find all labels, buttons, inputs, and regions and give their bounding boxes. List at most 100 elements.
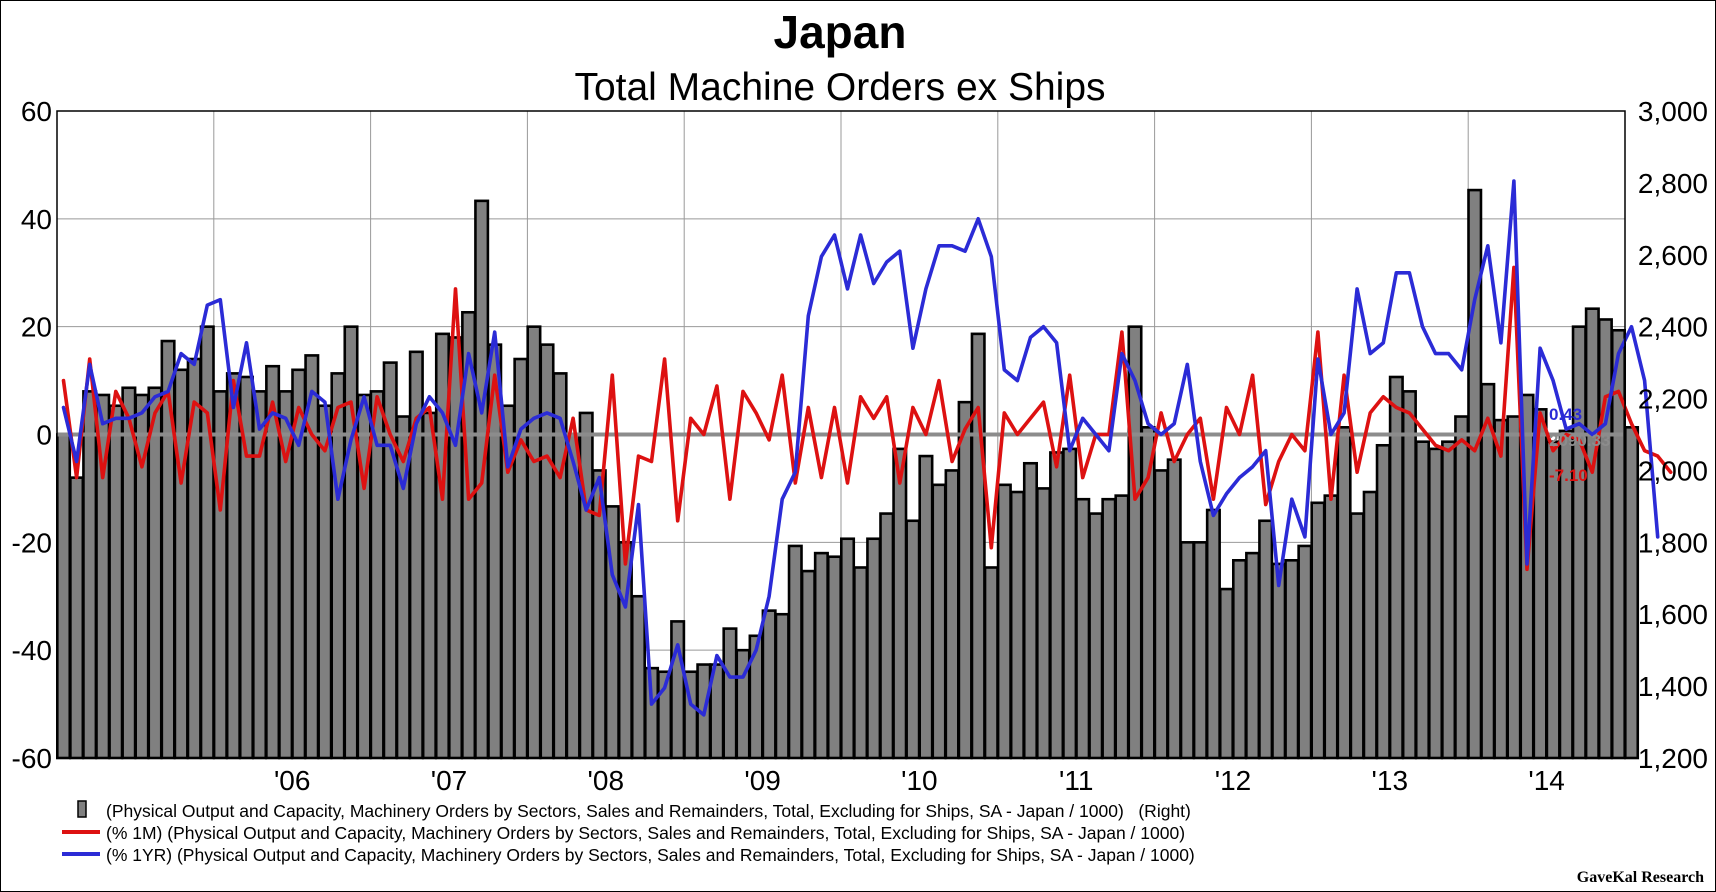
last-value-1m: -7.10: [1549, 466, 1588, 485]
bar: [892, 447, 908, 760]
left-axis-labels: 60 40 20 0 -20 -40 -60: [12, 96, 52, 774]
bar: [774, 612, 790, 760]
bar: [1009, 490, 1025, 760]
bar: [879, 512, 895, 760]
bar: [839, 537, 856, 760]
x-axis-labels: '06 '07 '08 '09 '10 '11 '12 '13 '14: [274, 765, 1565, 796]
bar: [1166, 458, 1182, 760]
bar: [800, 569, 816, 760]
bar: [1584, 307, 1600, 760]
legend-item-1yr: (% 1YR) (Physical Output and Capacity, M…: [106, 845, 1195, 865]
bar: [787, 544, 803, 760]
bar: [1062, 447, 1078, 760]
x-tick-label-6: '12: [1215, 765, 1252, 796]
bar: [1022, 461, 1038, 760]
bar: [905, 519, 921, 760]
legend-item-1m: (% 1M) (Physical Output and Capacity, Ma…: [106, 823, 1185, 843]
bar: [147, 386, 163, 760]
bar: [1036, 487, 1052, 760]
bar: [853, 566, 869, 760]
series-1m-line: [61, 265, 1673, 572]
bar: [513, 357, 529, 760]
bar: [252, 390, 268, 760]
bar: [1049, 451, 1065, 760]
bar: [1349, 512, 1365, 760]
bar: [1441, 440, 1457, 760]
right-tick-label-8: 1,400: [1638, 671, 1708, 702]
bar: [55, 433, 72, 760]
bar: [1258, 519, 1274, 760]
left-tick-label-3: 0: [36, 420, 52, 451]
bar: [670, 620, 686, 760]
bar: [1571, 325, 1587, 760]
x-tick-label-2: '08: [588, 765, 625, 796]
legend-bar-swatch: [77, 800, 87, 818]
bar: [1362, 490, 1378, 760]
bar: [317, 404, 333, 760]
bar: [421, 411, 437, 760]
bar: [69, 476, 85, 760]
bar: [1493, 418, 1509, 760]
right-tick-label-5: 2,000: [1638, 455, 1708, 486]
bar: [108, 404, 124, 760]
bar: [1205, 508, 1221, 760]
left-tick-label-2: 20: [21, 312, 52, 343]
bar: [1075, 497, 1091, 760]
bar: [1153, 469, 1169, 760]
bar: [173, 368, 189, 760]
bar: [1428, 447, 1444, 760]
bar: [983, 566, 999, 760]
bar: [1480, 382, 1496, 760]
left-tick-label-6: -60: [12, 743, 52, 774]
bar: [447, 336, 464, 760]
bar: [918, 454, 934, 760]
x-tick-label-7: '13: [1372, 765, 1409, 796]
right-tick-label-4: 2,200: [1638, 384, 1708, 415]
bar: [1414, 440, 1430, 760]
bar: [1179, 541, 1195, 760]
bar: [1284, 559, 1300, 760]
bar: [1271, 562, 1287, 760]
bar: [826, 555, 843, 760]
bar: [1336, 426, 1352, 760]
chart-title: Japan: [774, 6, 907, 58]
bar: [813, 551, 829, 760]
bar: [1310, 501, 1326, 760]
legend-item-level: (Physical Output and Capacity, Machinery…: [106, 801, 1191, 821]
right-tick-label-3: 2,400: [1638, 312, 1708, 343]
bar: [1245, 551, 1261, 760]
last-value-level: 2090.33: [1549, 431, 1610, 450]
bar: [1323, 494, 1339, 760]
bar: [1506, 415, 1522, 760]
right-tick-label-2: 2,600: [1638, 240, 1708, 271]
plot-frame: [56, 110, 1626, 759]
bar: [1624, 426, 1640, 760]
bar: [1232, 559, 1248, 760]
bar: [931, 483, 947, 760]
chart-subtitle: Total Machine Orders ex Ships: [574, 66, 1105, 109]
bar: [970, 332, 986, 760]
bar: [434, 332, 451, 760]
series-1yr-line: [61, 179, 1660, 717]
x-tick-label-0: '06: [274, 765, 311, 796]
bar: [722, 627, 738, 760]
right-tick-label-1: 2,800: [1638, 168, 1708, 199]
bar: [761, 609, 777, 760]
x-tick-label-3: '09: [744, 765, 781, 796]
bar: [1114, 494, 1130, 760]
left-tick-label-0: 60: [21, 96, 52, 127]
bar: [1218, 587, 1234, 760]
bar: [578, 411, 594, 760]
right-tick-label-7: 1,600: [1638, 599, 1708, 630]
bar: [1088, 512, 1104, 760]
bar: [944, 469, 960, 760]
x-tick-label-8: '14: [1528, 765, 1565, 796]
right-tick-label-0: 3,000: [1638, 96, 1708, 127]
brand-label: GaveKal Research: [1577, 869, 1704, 886]
right-axis-labels: 3,000 2,800 2,600 2,400 2,200 2,000 1,800 1,600…: [1638, 96, 1708, 774]
bar: [1375, 443, 1391, 760]
bar: [330, 372, 346, 760]
bar: [199, 325, 215, 760]
